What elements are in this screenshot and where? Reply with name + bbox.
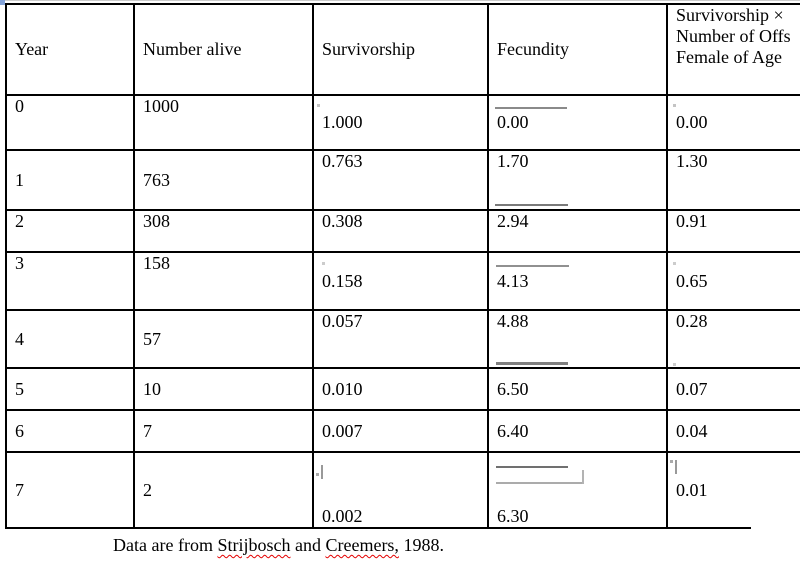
fraction-bar: [495, 107, 567, 109]
caption-text: and: [290, 535, 326, 555]
table-cell: 0.002: [312, 451, 489, 529]
table-cell: 2: [5, 209, 135, 253]
caption-misspelled-word: Creemers,: [325, 535, 399, 555]
table-row: 5 10 0.010 6.50 0.07: [5, 367, 800, 411]
table-cell: 6.30: [487, 451, 668, 529]
table-row: 7 2 0.002 6.30 0.01: [5, 451, 800, 529]
table-cell: 0: [5, 94, 135, 151]
faint-tick: [322, 262, 325, 265]
table-cell: 10: [133, 367, 314, 411]
border-gap-mask: [751, 526, 800, 533]
table-cell: 4: [5, 309, 135, 369]
table-row: 0 1000 1.000 0.00 0.00: [5, 94, 800, 151]
table-cell: 1: [5, 149, 135, 211]
table-caption: Data are from Strijbosch and Creemers, 1…: [113, 535, 444, 556]
table-row: 6 7 0.007 6.40 0.04: [5, 409, 800, 453]
cursor-mark: [675, 460, 677, 474]
table-cell: 0.308: [312, 209, 489, 253]
faint-tick: [673, 104, 676, 107]
caption-text: 1988.: [398, 535, 444, 555]
column-header: Survivorship: [312, 3, 489, 96]
top-edge-line: [0, 0, 800, 1]
table-cell: 308: [133, 209, 314, 253]
table-cell: 158: [133, 251, 314, 311]
fraction-bar: [496, 466, 568, 468]
table-row: 3 158 0.158 4.13 0.65: [5, 251, 800, 311]
table-cell: 0.65: [666, 251, 800, 311]
table-cell: 1.30: [666, 149, 800, 211]
table-cell: 763: [133, 149, 314, 211]
table-row: 1 763 0.763 1.70 1.30: [5, 149, 800, 211]
table-cell: 4.88: [487, 309, 668, 369]
table-cell: 0.07: [666, 367, 800, 411]
table-cell: 5: [5, 367, 135, 411]
table-cell: 6.50: [487, 367, 668, 411]
faint-tick: [317, 104, 320, 107]
table-cell: 2.94: [487, 209, 668, 253]
table-cell: 4.13: [487, 251, 668, 311]
table-cell: 0.91: [666, 209, 800, 253]
column-header: Number alive: [133, 3, 314, 96]
header-row: Year Number alive Survivorship Fecundity Sur…: [5, 3, 800, 96]
table-cell: 0.007: [312, 409, 489, 453]
table-cell: 6.40: [487, 409, 668, 453]
table-cell: 1.70: [487, 149, 668, 211]
cursor-dot: [316, 473, 319, 476]
life-table: Year Number alive Survivorship Fecundity Sur…: [5, 3, 800, 529]
table-cell: 0.158: [312, 251, 489, 311]
table-cell: 2: [133, 451, 314, 529]
table-cell: 0.00: [487, 94, 668, 151]
table-cell: 6: [5, 409, 135, 453]
table-cell: 0.010: [312, 367, 489, 411]
table-row: 4 57 0.057 4.88 0.28: [5, 309, 800, 369]
column-header: Survivorship × Number of Offs Female of …: [666, 3, 800, 96]
table-cell: 1.000: [312, 94, 489, 151]
table-cell: 0.01: [666, 451, 800, 529]
fraction-bar: [496, 362, 568, 365]
column-header: Fecundity: [487, 3, 668, 96]
corner-mark: [0, 0, 5, 5]
fraction-bar: [496, 265, 569, 267]
table-cell: 7: [5, 451, 135, 529]
caption-text: Data are from: [113, 535, 218, 555]
table-cell: 0.28: [666, 309, 800, 369]
table-cell: 7: [133, 409, 314, 453]
table-cell: 1000: [133, 94, 314, 151]
caption-misspelled-word: Strijbosch: [217, 535, 291, 555]
fraction-bar: [495, 204, 568, 206]
fraction-bar: [496, 482, 584, 484]
table-cell: 0.00: [666, 94, 800, 151]
table-cell: 0.057: [312, 309, 489, 369]
cursor-mark: [321, 465, 323, 479]
bracket-tick: [582, 470, 584, 484]
faint-tick: [673, 262, 676, 265]
column-header: Year: [5, 3, 135, 96]
cursor-dot: [670, 460, 673, 463]
table-row: 2 308 0.308 2.94 0.91: [5, 209, 800, 253]
table-cell: 0.04: [666, 409, 800, 453]
table-cell: 0.763: [312, 149, 489, 211]
faint-tick: [673, 363, 676, 366]
table-cell: 3: [5, 251, 135, 311]
table-cell: 57: [133, 309, 314, 369]
